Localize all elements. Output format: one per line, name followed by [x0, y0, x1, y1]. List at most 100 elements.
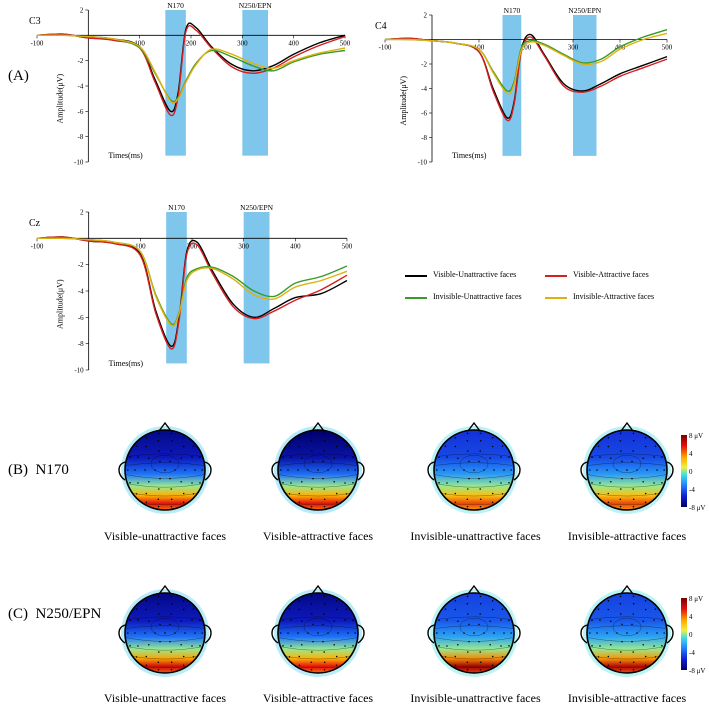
electrode-dot [619, 505, 622, 508]
electrode-dot [444, 656, 447, 658]
electrode-dot [159, 640, 161, 643]
electrode-dot [157, 432, 160, 435]
electrode-dot [626, 632, 628, 634]
contour-line [278, 625, 358, 629]
electrode-dot [508, 481, 510, 484]
electrode-dot [444, 445, 447, 447]
component-window [165, 10, 186, 156]
electrode-dot [454, 664, 457, 666]
electrode-dot [597, 656, 600, 658]
left-ear-icon [580, 461, 588, 481]
electrode-dot [182, 655, 185, 658]
electrode-dot [311, 613, 313, 615]
electrode-dot [137, 456, 139, 458]
electrode-dot [619, 595, 622, 598]
electrode-dot [438, 644, 440, 647]
electrode-dot [301, 644, 303, 646]
electrode-dot [335, 608, 338, 611]
right-ear-icon [513, 461, 521, 481]
nose-icon [620, 584, 634, 595]
electrode-dot [157, 603, 160, 605]
colorbar-tick-label: -8 μV [689, 504, 705, 512]
contour-line [587, 616, 667, 621]
electrode-dot [347, 469, 349, 471]
electrode-dot [157, 595, 160, 598]
contour-line [278, 637, 358, 642]
topomap-caption: Invisible-attractive faces [567, 529, 687, 543]
electrode-dot [457, 620, 459, 622]
electrode-dot [479, 440, 482, 442]
electrode-dot [642, 644, 644, 646]
electrode-dot [335, 600, 338, 602]
electrode-dot [663, 469, 665, 471]
electrode-dot [290, 645, 292, 647]
electrode-dot [145, 600, 148, 602]
electrode-dot [312, 460, 314, 463]
electrode-dot [280, 632, 282, 634]
panel-b-letter: (B) [8, 462, 28, 478]
electrode-dot [491, 600, 494, 602]
contour-line [125, 474, 205, 479]
electrode-dot [184, 632, 186, 634]
electrode-dot [479, 488, 481, 490]
electrode-dot [632, 613, 634, 615]
electrode-dot [631, 640, 633, 643]
y-tick-label: -8 [421, 134, 427, 142]
electrode-dot [287, 632, 289, 634]
electrode-dot [479, 450, 481, 452]
electrode-dot [127, 469, 129, 471]
electrode-dot [478, 640, 480, 643]
electrode-dot [345, 445, 348, 447]
electrode-dot [466, 498, 469, 500]
electrode-dot [170, 498, 173, 500]
electrode-dot [473, 469, 475, 471]
electrode-dot [157, 498, 160, 500]
right-ear-icon [357, 461, 365, 481]
electrode-dot [327, 469, 329, 471]
y-tick-label: -6 [78, 314, 84, 322]
right-ear-icon [666, 624, 674, 644]
electrode-dot [454, 501, 457, 503]
electrode-dot [467, 488, 469, 490]
electrode-dot [661, 619, 663, 622]
electrode-dot [454, 608, 457, 611]
electrode-dot [182, 664, 185, 666]
electrode-dot [610, 620, 612, 622]
electrode-dot [619, 603, 622, 605]
topomap-caption: Visible-attractive faces [262, 529, 374, 543]
topomap-caption: Invisible-unattractive faces [410, 691, 541, 705]
electrode-dot [135, 656, 138, 658]
electrode-dot [311, 651, 313, 653]
electrode-dot [201, 469, 203, 471]
electrode-dot [129, 644, 131, 647]
electrode-dot [654, 656, 657, 658]
electrode-dot [344, 456, 346, 458]
electrode-dot [137, 645, 139, 647]
electrode-dot [454, 655, 457, 658]
electrode-dot [352, 481, 354, 484]
nose-icon [311, 584, 325, 595]
x-tick-label: 200 [187, 242, 198, 250]
electrode-dot [322, 477, 324, 480]
electrode-dot [644, 445, 647, 448]
electrode-dot [170, 488, 172, 490]
electrode-dot [500, 456, 502, 458]
electrode-dot [127, 632, 129, 634]
electrode-dot [158, 651, 160, 653]
colorbar-tick-label: 4 [689, 613, 693, 621]
y-tick-label: -4 [421, 85, 427, 93]
electrode-dot [159, 460, 161, 463]
electrode-dot [620, 613, 622, 615]
electrode-dot [607, 600, 610, 602]
electrode-dot [192, 608, 195, 610]
electrode-dot [501, 656, 504, 658]
electrode-dot [169, 623, 171, 626]
electrode-dot [164, 469, 166, 471]
electrode-dot [148, 644, 150, 646]
contour-line [125, 462, 205, 466]
electrode-dot [169, 460, 171, 463]
left-ear-icon [118, 461, 126, 481]
electrode-dot [191, 619, 193, 621]
